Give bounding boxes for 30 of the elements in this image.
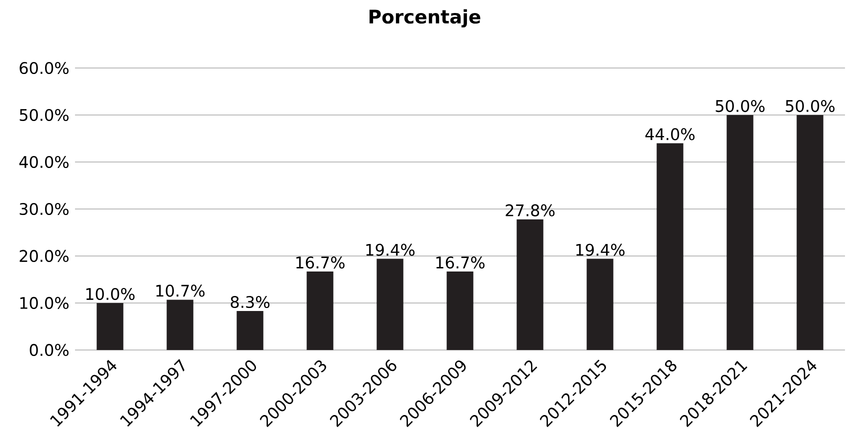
bar	[656, 143, 684, 350]
bar	[796, 114, 824, 350]
bar	[166, 300, 194, 350]
bar	[446, 271, 474, 350]
data-label: 50.0%	[786, 100, 835, 112]
data-label: 50.0%	[716, 100, 765, 112]
bar	[516, 219, 544, 350]
bar	[96, 302, 124, 350]
data-label: 16.7%	[296, 256, 345, 269]
data-label: 19.4%	[576, 244, 625, 256]
bar	[726, 114, 754, 350]
bar	[376, 258, 404, 350]
y-tick-label: 40.0%	[19, 156, 69, 168]
y-tick-label: 50.0%	[20, 108, 69, 122]
data-label: 10.0%	[86, 288, 135, 300]
bar	[236, 310, 264, 350]
data-label: 16.7%	[436, 256, 485, 269]
y-tick-label: 60.0%	[20, 62, 69, 74]
data-label: 19.4%	[366, 244, 415, 256]
y-tick-label: 30.0%	[20, 202, 69, 216]
chart-title: Porcentaje	[370, 9, 480, 28]
y-tick-label: 10.0%	[20, 296, 69, 310]
data-label: 10.7%	[156, 284, 205, 297]
bar	[306, 271, 334, 350]
y-tick-label: 20.0%	[20, 250, 69, 262]
data-label: 8.3%	[230, 296, 270, 308]
y-tick-label: 0.0%	[30, 344, 69, 356]
bar	[586, 258, 614, 350]
data-label: 44.0%	[645, 128, 695, 140]
data-label: 27.8%	[506, 204, 555, 216]
